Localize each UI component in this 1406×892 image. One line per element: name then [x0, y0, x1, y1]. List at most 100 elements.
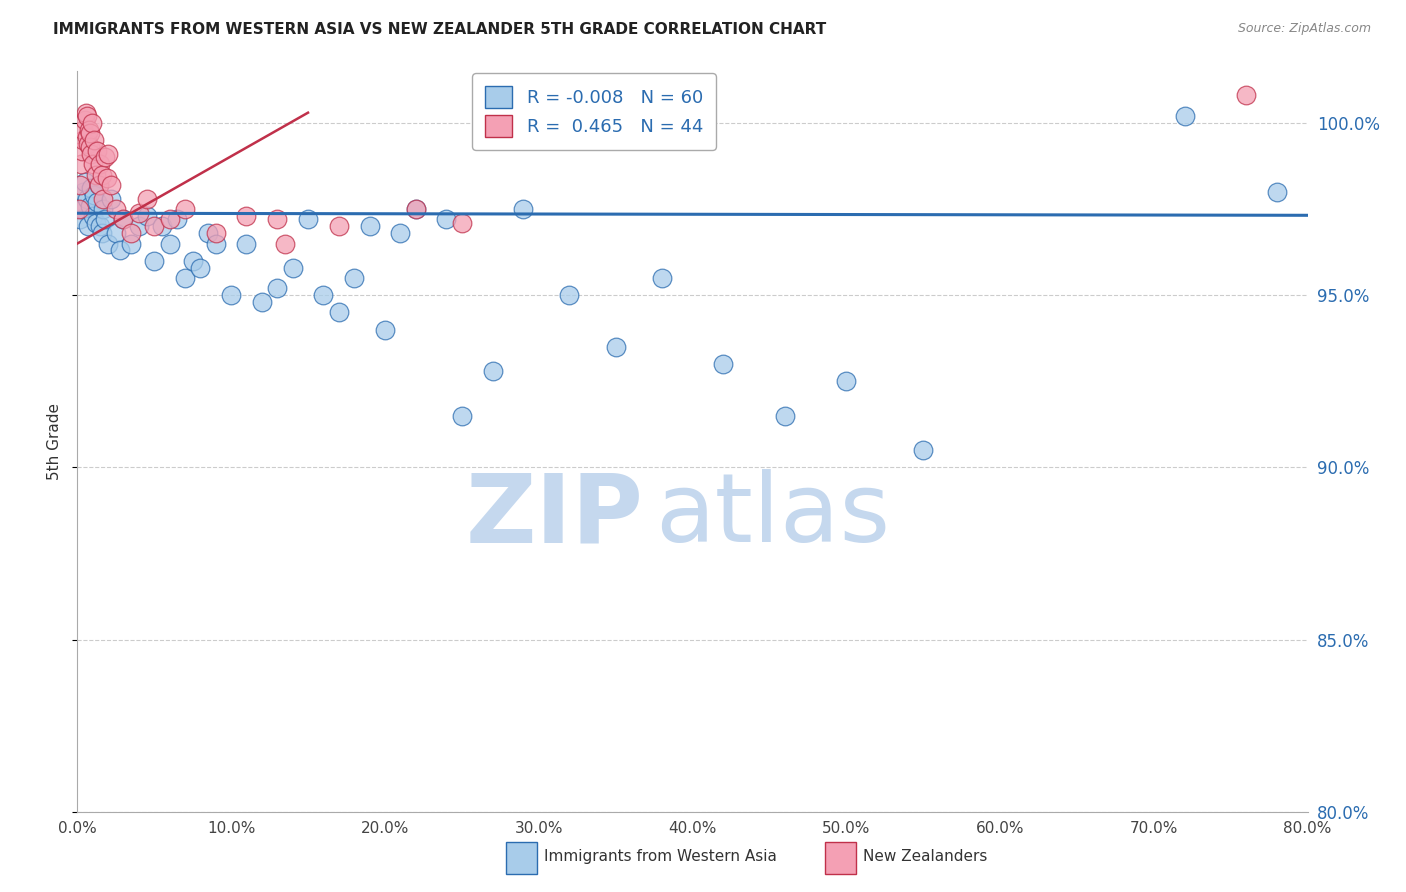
Point: [70, 202, 93, 216]
Text: atlas: atlas: [655, 469, 890, 562]
Point: [100, 178, 122, 192]
Point: [281, 260, 304, 275]
Point: [558, 288, 581, 302]
Point: [266, 212, 288, 227]
Point: [143, 219, 166, 234]
Point: [135, 192, 157, 206]
Y-axis label: 5th Grade: 5th Grade: [46, 403, 62, 480]
Point: [100, 192, 122, 206]
FancyBboxPatch shape: [825, 842, 856, 874]
Point: [77, 136, 100, 151]
Point: [76, 192, 98, 206]
Point: [89, 157, 111, 171]
Point: [87, 178, 110, 192]
Point: [274, 236, 297, 251]
Point: [80, 181, 103, 195]
Point: [297, 212, 319, 227]
Point: [219, 288, 242, 302]
Point: [80, 147, 103, 161]
Point: [90, 226, 114, 240]
Legend: R = -0.008   N = 60, R =  0.465   N = 44: R = -0.008 N = 60, R = 0.465 N = 44: [472, 73, 716, 150]
Point: [481, 364, 503, 378]
Point: [76, 129, 98, 144]
Point: [93, 192, 115, 206]
Point: [97, 147, 120, 161]
Point: [69, 178, 91, 192]
Point: [83, 188, 105, 202]
Point: [405, 202, 427, 216]
Point: [73, 112, 96, 127]
Point: [235, 236, 257, 251]
Point: [605, 340, 627, 354]
Point: [83, 133, 105, 147]
Point: [104, 202, 127, 216]
Point: [405, 202, 427, 216]
Point: [912, 443, 935, 458]
Point: [135, 209, 157, 223]
Point: [93, 202, 115, 216]
Point: [70, 157, 93, 171]
Point: [166, 212, 188, 227]
Point: [651, 271, 673, 285]
Text: IMMIGRANTS FROM WESTERN ASIA VS NEW ZEALANDER 5TH GRADE CORRELATION CHART: IMMIGRANTS FROM WESTERN ASIA VS NEW ZEAL…: [53, 22, 827, 37]
Point: [436, 212, 458, 227]
Point: [87, 178, 110, 192]
Point: [77, 219, 100, 234]
Point: [72, 133, 94, 147]
Point: [197, 226, 219, 240]
Point: [204, 226, 226, 240]
Point: [266, 281, 288, 295]
Point: [80, 116, 103, 130]
Point: [94, 212, 117, 227]
Text: Source: ZipAtlas.com: Source: ZipAtlas.com: [1237, 22, 1371, 36]
Point: [389, 226, 412, 240]
Point: [76, 109, 98, 123]
Point: [235, 209, 257, 223]
Text: ZIP: ZIP: [465, 469, 644, 562]
Point: [94, 151, 117, 165]
Point: [328, 219, 350, 234]
Point: [97, 236, 120, 251]
Point: [174, 271, 197, 285]
Point: [82, 157, 104, 171]
Point: [86, 195, 108, 210]
Point: [512, 202, 534, 216]
Point: [112, 212, 135, 227]
Point: [374, 323, 396, 337]
Point: [72, 185, 94, 199]
Point: [110, 244, 132, 258]
Point: [79, 126, 101, 140]
Point: [84, 216, 107, 230]
Point: [89, 219, 111, 234]
Point: [73, 175, 96, 189]
Point: [128, 205, 150, 219]
Point: [79, 199, 101, 213]
Point: [86, 144, 108, 158]
Point: [1265, 185, 1288, 199]
Point: [174, 202, 197, 216]
Point: [190, 260, 212, 275]
Point: [835, 374, 858, 388]
Point: [343, 271, 366, 285]
Point: [1234, 88, 1257, 103]
Point: [90, 168, 114, 182]
Point: [82, 209, 104, 223]
Point: [96, 171, 118, 186]
Point: [250, 295, 273, 310]
Point: [79, 140, 101, 154]
Point: [159, 236, 181, 251]
Point: [104, 226, 127, 240]
Point: [450, 409, 472, 423]
Point: [120, 236, 142, 251]
Point: [181, 253, 204, 268]
Point: [128, 219, 150, 234]
Point: [84, 168, 107, 182]
Text: New Zealanders: New Zealanders: [863, 849, 987, 863]
Point: [204, 236, 226, 251]
Point: [69, 212, 91, 227]
Point: [159, 212, 181, 227]
Point: [450, 216, 472, 230]
Point: [312, 288, 335, 302]
Text: Immigrants from Western Asia: Immigrants from Western Asia: [544, 849, 778, 863]
Point: [1174, 109, 1197, 123]
